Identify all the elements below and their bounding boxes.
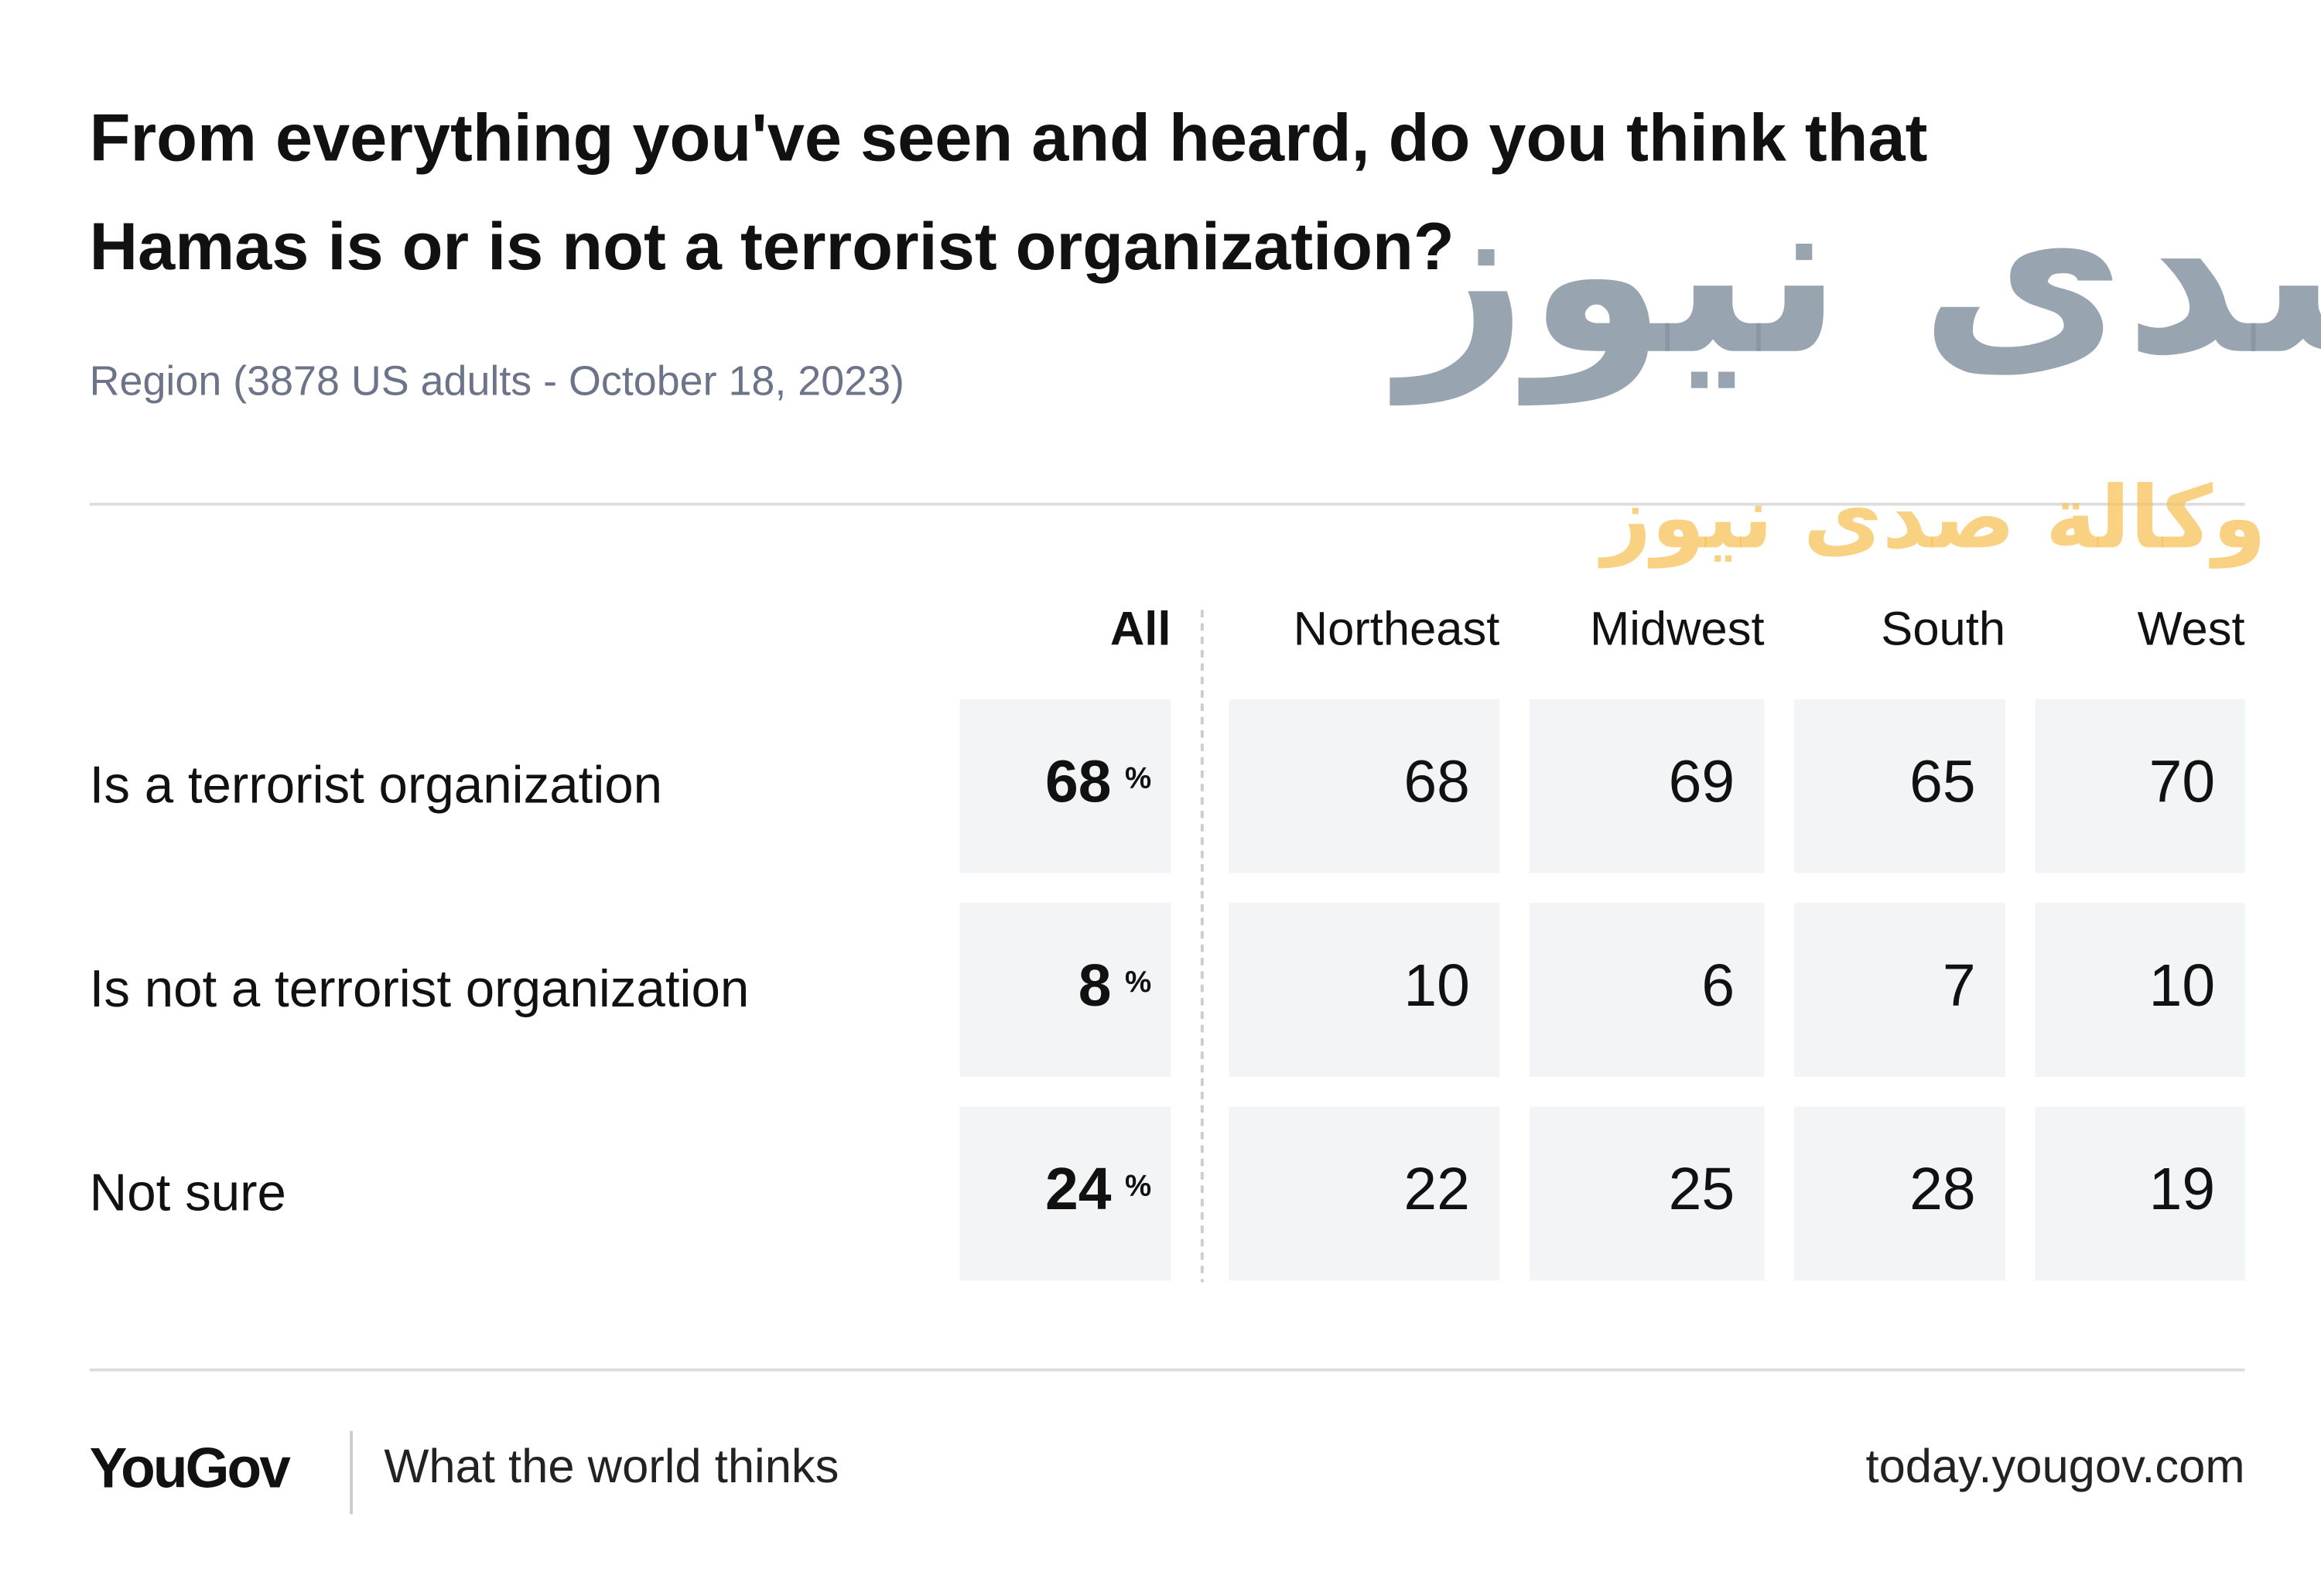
cell-value: 65 (1909, 748, 1976, 815)
cell-value: 6 (1701, 952, 1735, 1019)
cell-value: 28 (1909, 1156, 1976, 1222)
cell-value: 25 (1669, 1156, 1735, 1222)
title-line: From everything you've seen and heard, d… (90, 101, 1928, 175)
row-label: Is not a terrorist organization (90, 960, 750, 1018)
cell (2035, 903, 2245, 1077)
cell (2035, 1106, 2245, 1281)
cell-value: 24 (1045, 1156, 1112, 1222)
cell (959, 903, 1171, 1077)
cell (1529, 903, 1765, 1077)
url: today.yougov.com (1865, 1440, 2244, 1493)
cell (1529, 699, 1765, 873)
watermark-logo: صدى نيوز (1389, 145, 2321, 407)
cell (1794, 1106, 2006, 1281)
cell (1229, 1106, 1500, 1281)
cell (1229, 699, 1500, 873)
column-header: Northeast (1294, 602, 1500, 655)
cell-value: 68 (1045, 748, 1112, 815)
column-header: West (2138, 602, 2245, 655)
subtitle: Region (3878 US adults - October 18, 202… (90, 357, 904, 404)
column-header: South (1881, 602, 2005, 655)
cell-value: 69 (1669, 748, 1735, 815)
cell (1794, 699, 2006, 873)
tagline: What the world thinks (384, 1440, 839, 1493)
cell-unit: % (1125, 762, 1151, 795)
column-header: Midwest (1590, 602, 1765, 655)
cell (1794, 903, 2006, 1077)
cell-unit: % (1125, 1169, 1151, 1202)
cell-value: 10 (1403, 952, 1470, 1019)
cell (959, 1106, 1171, 1281)
table: All Northeast Midwest South West Is a terrori… (90, 602, 2245, 1281)
cell-value: 7 (1943, 952, 1976, 1019)
row-label: Is a terrorist organization (90, 757, 662, 815)
cell-value: 8 (1078, 952, 1112, 1019)
cell (1229, 903, 1500, 1077)
cell-value: 10 (2149, 952, 2216, 1019)
cell-value: 19 (2149, 1156, 2216, 1222)
brand: YouGov (90, 1437, 292, 1500)
column-header: All (1110, 602, 1171, 655)
row-label: Not sure (90, 1164, 286, 1222)
watermark-caption: وكالة صدى نيوز (1598, 468, 2266, 569)
cell-value: 22 (1403, 1156, 1470, 1222)
cell (2035, 699, 2245, 873)
cell (959, 699, 1171, 873)
cell-value: 68 (1403, 748, 1470, 815)
title-line: Hamas is or is not a terrorist organizat… (90, 210, 1454, 284)
cell (1529, 1106, 1765, 1281)
cell-unit: % (1125, 965, 1151, 999)
cell-value: 70 (2149, 748, 2216, 815)
